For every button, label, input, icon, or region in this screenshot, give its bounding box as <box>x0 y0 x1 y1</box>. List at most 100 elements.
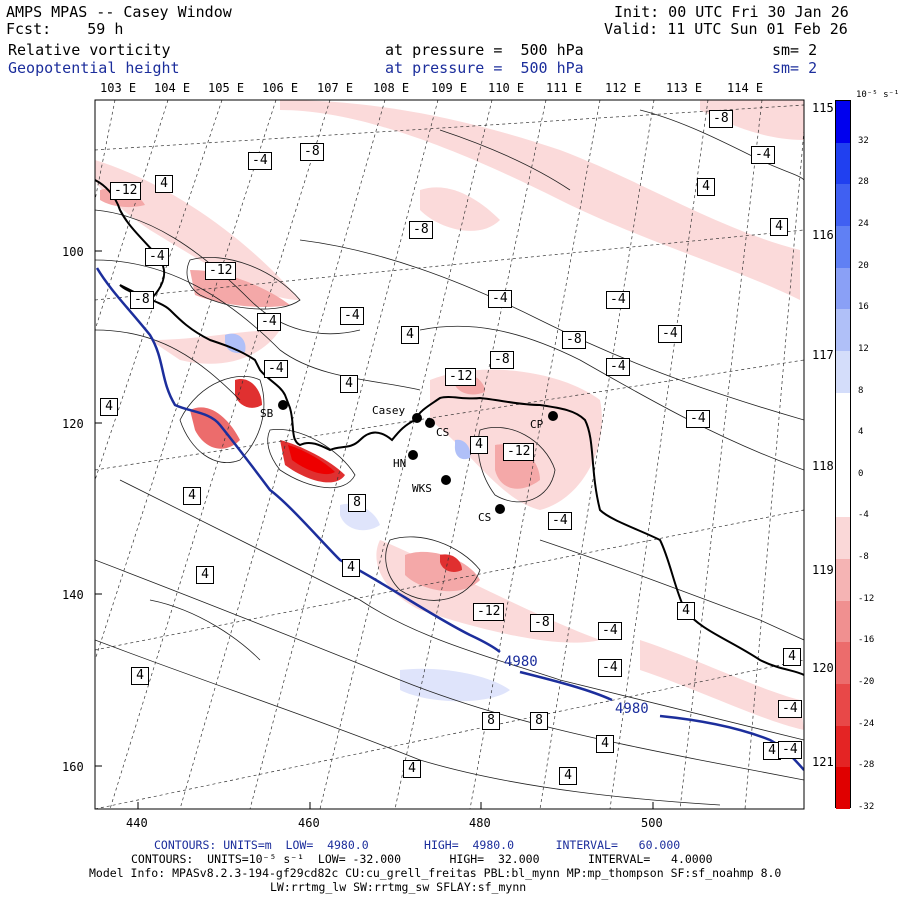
station-label: WKS <box>412 482 432 495</box>
colorbar-tick-label: -16 <box>858 635 875 646</box>
station-label: CS <box>436 426 450 439</box>
field1-name: Relative vorticity <box>8 41 171 59</box>
contour-label: 4 <box>401 326 419 344</box>
colorbar-segment <box>836 267 850 310</box>
lon-label: 108 E <box>373 81 410 95</box>
contour-label: -4 <box>340 307 364 325</box>
contour-label: 4 <box>342 559 360 577</box>
contour-label: -12 <box>110 182 142 200</box>
contour-label: -4 <box>264 360 288 378</box>
contour-label: 4 <box>783 648 801 666</box>
contour-label: -4 <box>778 700 802 718</box>
colorbar-tick-label: -24 <box>858 718 875 729</box>
field2-level: at pressure = 500 hPa <box>385 59 584 77</box>
footer-height-contours: CONTOURS: UNITS=m LOW= 4980.0 HIGH= 4980… <box>154 838 681 852</box>
init-time: Init: 00 UTC Fri 30 Jan 26 <box>614 3 849 21</box>
colorbar-tick-label: 16 <box>858 302 869 313</box>
station-label: HN <box>393 457 407 470</box>
contour-label: 4 <box>677 602 695 620</box>
contour-label: 4 <box>770 218 788 236</box>
lon-label: 113 E <box>666 81 703 95</box>
colorbar-tick-label: -20 <box>858 677 875 688</box>
contour-label: -8 <box>709 110 733 128</box>
contour-label: -8 <box>530 614 554 632</box>
lon-label: 107 E <box>317 81 354 95</box>
contour-label: -4 <box>248 152 272 170</box>
station-label: SB <box>260 407 274 420</box>
colorbar <box>835 100 851 810</box>
colorbar-tick-label: 24 <box>858 218 869 229</box>
contour-label: 4 <box>183 487 201 505</box>
colorbar-segment <box>836 517 850 560</box>
contour-label: -4 <box>658 325 682 343</box>
contour-label: -8 <box>490 351 514 369</box>
height-label: 4980 <box>504 654 538 670</box>
x-tick-label: 500 <box>641 816 663 830</box>
colorbar-segment <box>836 767 850 810</box>
contour-label: 4 <box>403 760 421 778</box>
y-tick-label: 120 <box>62 417 84 431</box>
contour-label: 8 <box>348 494 366 512</box>
colorbar-segment <box>836 434 850 477</box>
contour-label: -4 <box>751 146 775 164</box>
colorbar-segment <box>836 684 850 727</box>
contour-label: -4 <box>686 410 710 428</box>
contour-label: -4 <box>598 622 622 640</box>
y-tick-label: 140 <box>62 588 84 602</box>
footer-vorticity-contours: CONTOURS: UNITS=10⁻⁵ s⁻¹ LOW= -32.000 HI… <box>131 852 713 866</box>
contour-label: -4 <box>257 313 281 331</box>
colorbar-tick-label: -32 <box>858 802 875 812</box>
contour-label: 4 <box>596 735 614 753</box>
contour-label: -4 <box>145 248 169 266</box>
vorticity-contours <box>95 109 804 806</box>
axis-ticks <box>95 250 654 809</box>
contour-label: -8 <box>130 291 154 309</box>
colorbar-segment <box>836 225 850 269</box>
colorbar-segment <box>836 559 850 602</box>
colorbar-tick-label: 8 <box>858 385 864 396</box>
contour-label: 4 <box>697 178 715 196</box>
colorbar-segment <box>836 101 850 144</box>
y-tick-label: 160 <box>62 760 84 774</box>
contour-label: -4 <box>606 291 630 309</box>
field2-name: Geopotential height <box>8 59 180 77</box>
contour-label: 4 <box>559 767 577 785</box>
station-label: CP <box>530 418 544 431</box>
colorbar-tick-label: -4 <box>858 510 869 521</box>
colorbar-segment <box>836 309 850 352</box>
contour-label: -8 <box>562 331 586 349</box>
contour-label: -8 <box>409 221 433 239</box>
field1-level: at pressure = 500 hPa <box>385 41 584 59</box>
contour-label: 4 <box>100 398 118 416</box>
lon-label: 110 E <box>488 81 525 95</box>
colorbar-tick-label: 12 <box>858 343 869 354</box>
lon-label: 109 E <box>431 81 468 95</box>
strong-negative-shading <box>190 379 462 573</box>
contour-label: -4 <box>778 741 802 759</box>
height-label: 4980 <box>615 701 649 717</box>
footer-model-info: Model Info: MPASv8.2.3-194-gf29cd82c CU:… <box>89 866 782 880</box>
app-title: AMPS MPAS -- Casey Window <box>6 3 232 21</box>
station-label: Casey <box>372 404 406 417</box>
field1-smoothing: sm= 2 <box>772 41 818 59</box>
contour-label: 4 <box>196 566 214 584</box>
colorbar-segment <box>836 184 850 227</box>
colorbar-segment <box>836 475 850 518</box>
colorbar-tick-label: 32 <box>858 135 869 146</box>
y-tick-label: 100 <box>62 245 84 259</box>
x-tick-label: 480 <box>469 816 491 830</box>
contour-label: -12 <box>445 368 477 386</box>
lon-label: 104 E <box>154 81 191 95</box>
lon-label: 106 E <box>262 81 299 95</box>
contour-label: -12 <box>503 443 535 461</box>
colorbar-tick-label: 20 <box>858 260 869 271</box>
lon-label: 105 E <box>208 81 245 95</box>
contour-label: -12 <box>473 603 505 621</box>
colorbar-unit: 10⁻⁵ s⁻¹ <box>856 90 900 100</box>
contour-label: -8 <box>300 143 324 161</box>
contour-label: -4 <box>598 659 622 677</box>
colorbar-tick-label: 0 <box>858 468 864 479</box>
station-label: CS <box>478 511 492 524</box>
contour-label: 8 <box>482 712 500 730</box>
